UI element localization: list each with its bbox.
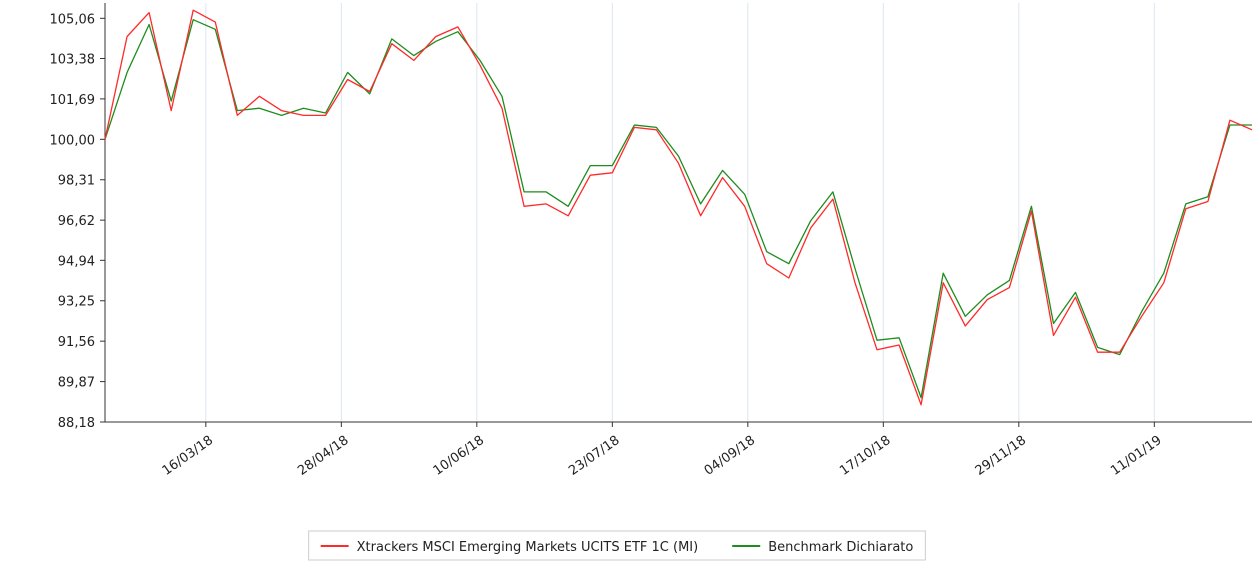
series-line [104, 9, 1253, 406]
y-tick-label: 94,94 [58, 254, 95, 269]
y-tick-label: 103,38 [50, 52, 96, 67]
x-tick-label: 28/04/18 [295, 433, 351, 479]
x-tick-label: 16/03/18 [160, 433, 216, 479]
y-tick-label: 91,56 [58, 335, 95, 350]
x-tick-label: 04/09/18 [702, 433, 758, 479]
y-tick-label: 101,69 [50, 93, 96, 108]
y-tick-label: 98,31 [58, 174, 95, 189]
y-tick-label: 96,62 [58, 214, 95, 229]
x-tick-label: 11/01/19 [1108, 433, 1164, 479]
x-tick-label: 10/06/18 [431, 433, 487, 479]
legend-label: Xtrackers MSCI Emerging Markets UCITS ET… [357, 540, 699, 555]
series-line [104, 19, 1252, 399]
y-tick-label: 105,06 [50, 12, 96, 27]
y-tick-label: 89,87 [58, 376, 95, 391]
y-tick-label: 93,25 [58, 295, 95, 310]
legend-label: Benchmark Dichiarato [768, 540, 913, 555]
legend: Xtrackers MSCI Emerging Markets UCITS ET… [308, 530, 926, 561]
x-tick-label: 17/10/18 [837, 433, 893, 479]
y-tick-label: 88,18 [58, 416, 95, 431]
y-tick-label: 100,00 [50, 133, 96, 148]
legend-item: Xtrackers MSCI Emerging Markets UCITS ET… [320, 540, 699, 555]
x-tick-label: 23/07/18 [566, 433, 622, 479]
legend-item: Benchmark Dichiarato [732, 540, 913, 555]
x-tick-label: 29/11/18 [973, 433, 1029, 479]
legend-box [308, 530, 926, 561]
